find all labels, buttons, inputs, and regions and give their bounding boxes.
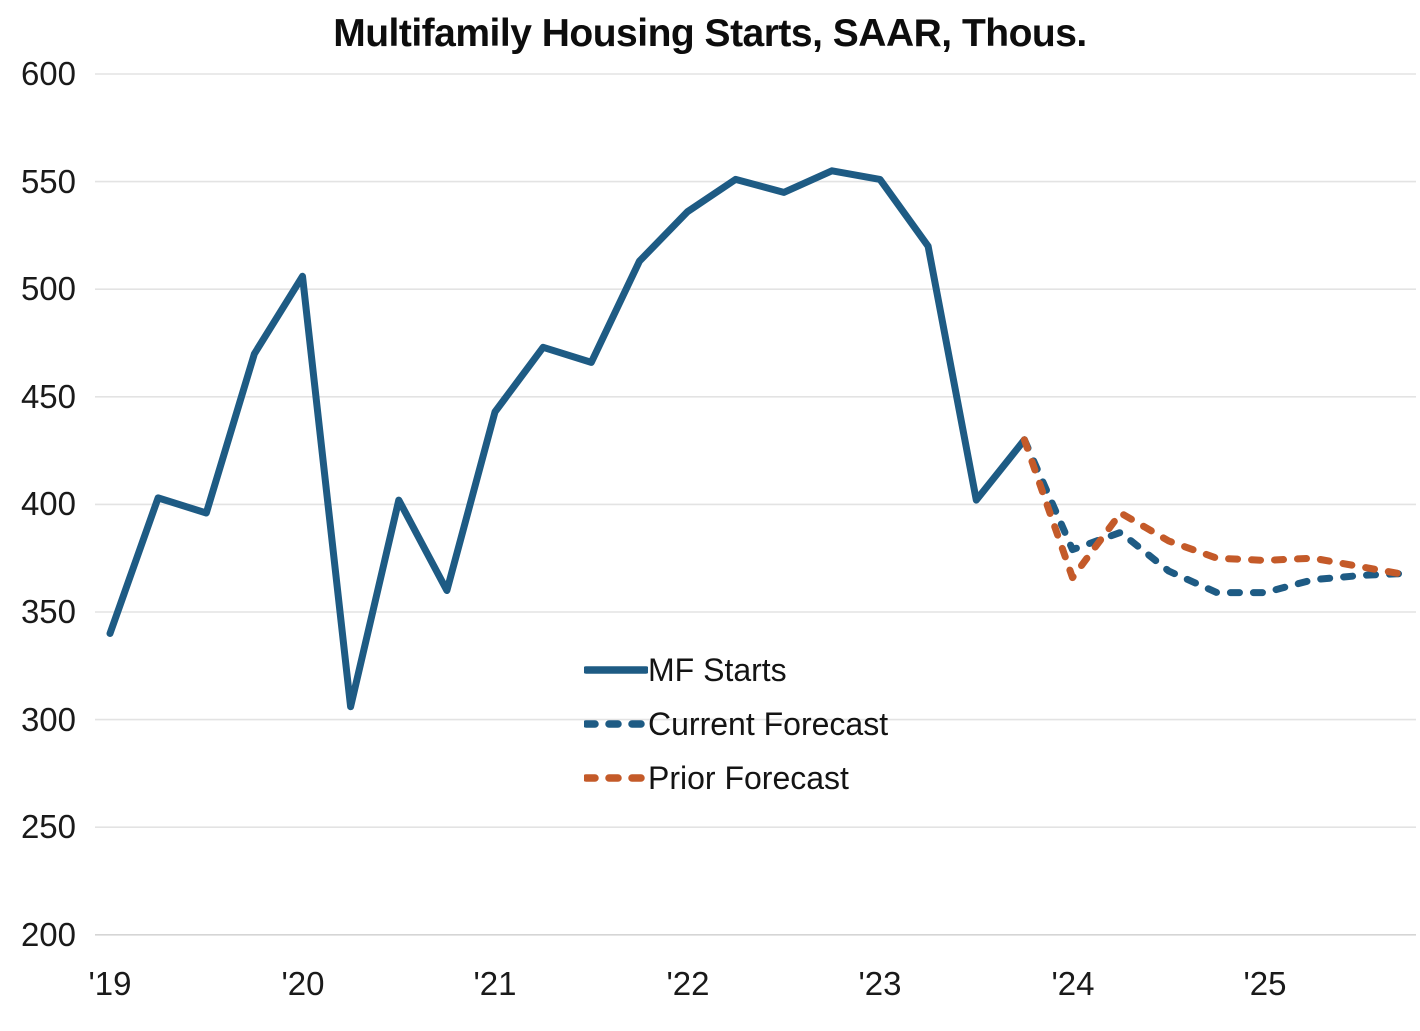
legend: MF Starts Current Forecast Prior Forecast xyxy=(584,643,888,805)
y-tick-label-500: 500 xyxy=(20,270,76,307)
y-tick-label-600: 600 xyxy=(20,55,76,92)
chart-title: Multifamily Housing Starts, SAAR, Thous. xyxy=(333,12,1087,55)
dashed-line-swatch-icon xyxy=(584,720,648,728)
y-tick-label-550: 550 xyxy=(20,163,76,200)
x-tick-label-23: '23 xyxy=(858,965,902,1002)
x-tick-label-21: '21 xyxy=(473,965,517,1002)
legend-label: Current Forecast xyxy=(648,705,889,742)
x-tick-label-22: '22 xyxy=(666,965,710,1002)
legend-label: MF Starts xyxy=(648,651,787,688)
legend-item-mf-starts: MF Starts xyxy=(584,643,888,697)
solid-line-swatch-icon xyxy=(584,666,648,674)
x-tick-label-24: '24 xyxy=(1051,965,1095,1002)
legend-item-current-forecast: Current Forecast xyxy=(584,697,888,751)
y-tick-label-300: 300 xyxy=(20,701,76,738)
y-tick-label-200: 200 xyxy=(20,916,76,953)
x-tick-label-25: '25 xyxy=(1243,965,1287,1002)
series-line-prior-forecast xyxy=(1020,436,1413,582)
legend-item-prior-forecast: Prior Forecast xyxy=(584,751,888,805)
x-tick-label-20: '20 xyxy=(281,965,325,1002)
y-tick-label-350: 350 xyxy=(20,593,76,630)
y-tick-label-400: 400 xyxy=(20,485,76,522)
series-line-current-forecast xyxy=(1020,436,1413,597)
y-tick-label-450: 450 xyxy=(20,378,76,415)
legend-label: Prior Forecast xyxy=(648,759,849,796)
x-tick-label-19: '19 xyxy=(88,965,132,1002)
y-tick-label-250: 250 xyxy=(20,808,76,845)
series-line-mf-starts xyxy=(106,167,1028,711)
dashed-line-swatch-icon xyxy=(584,774,648,782)
